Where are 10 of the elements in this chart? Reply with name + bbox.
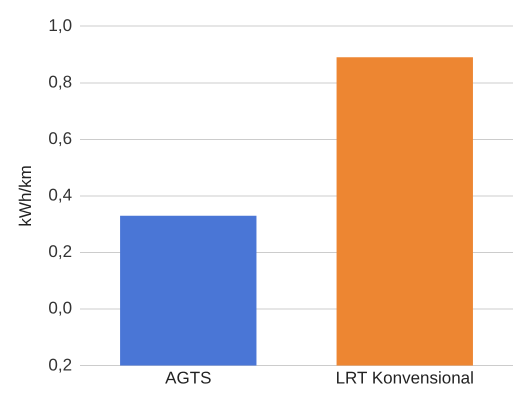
x-tick-label: AGTS — [165, 368, 212, 388]
y-tick-label: 1,0 — [48, 16, 72, 35]
y-tick-label: 0,6 — [48, 129, 72, 148]
y-tick-label: 0,4 — [48, 186, 72, 205]
y-axis-title: kWh/km — [16, 165, 35, 227]
y-tick-label: 0,0 — [48, 298, 72, 318]
y-tick-label: 0,2 — [48, 355, 72, 374]
x-tick-label: LRT Konvensional — [336, 368, 474, 388]
y-tick-label: 0,2 — [48, 242, 72, 262]
y-tick-label: 0,8 — [48, 72, 72, 92]
